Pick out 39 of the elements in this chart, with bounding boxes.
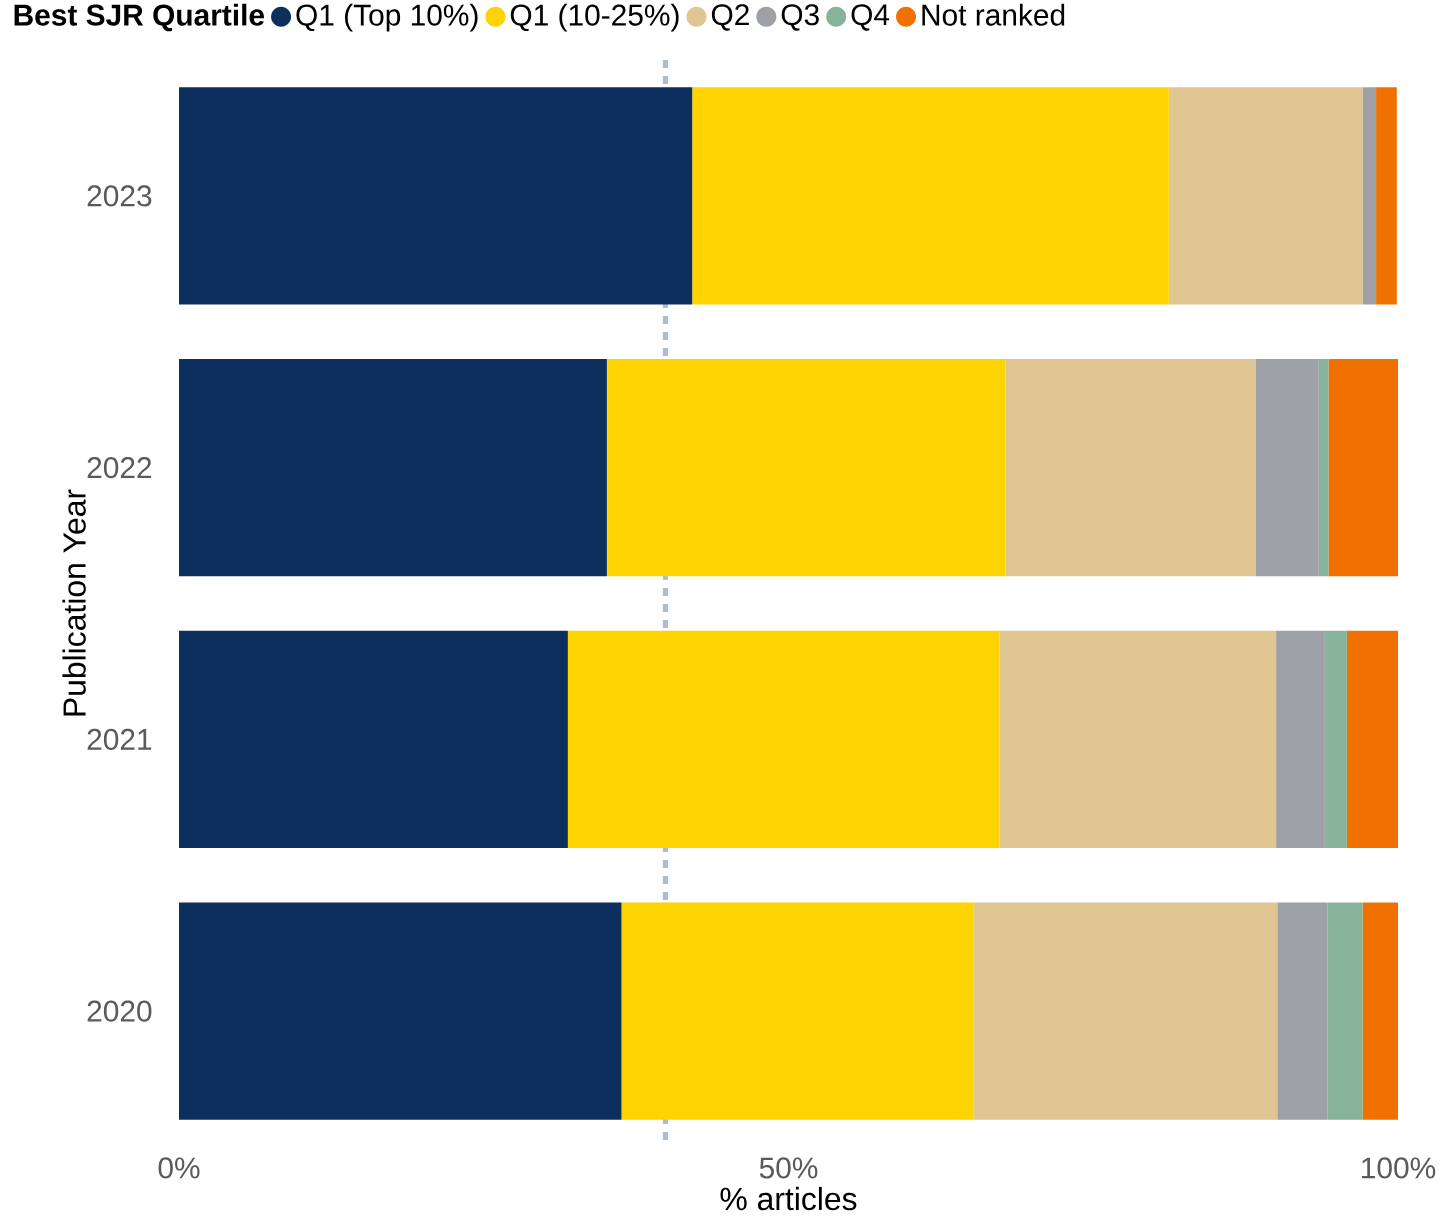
bar [1362,902,1399,1120]
bar [1318,358,1329,577]
legend-label: Q1 (Top 10%) [296,3,478,32]
y-axis-title: Publication Year [62,489,86,716]
bar [179,87,693,305]
legend-title: Best SJR Quartile [14,3,265,32]
x-tick-label: 50% [759,1157,818,1179]
legend-label: Q4 [851,4,890,31]
x-tick-label: 100% [1362,1157,1436,1179]
bar [179,630,568,849]
bar [179,902,622,1120]
bar [999,630,1277,849]
bar [1346,630,1399,849]
bar [606,358,1006,577]
y-tick-label: 2023 [87,185,152,207]
legend-label: Q1 (10-25%) [510,3,679,32]
x-axis-title: % articles [720,1186,857,1211]
bar [1376,87,1397,305]
x-tick-label: 0% [158,1157,200,1179]
legend-label: Not ranked [922,3,1065,26]
y-tick-label: 2021 [87,728,152,750]
bar [1255,358,1319,577]
bar [1277,902,1328,1120]
bar [1327,902,1363,1120]
bar [1362,87,1377,305]
bar [1328,358,1399,577]
legend-label: Q2 [711,4,749,31]
bar [1005,358,1256,577]
bar [567,630,1000,849]
bar [1324,630,1347,849]
bar [621,902,974,1120]
bar [1168,87,1363,305]
bar [692,87,1169,305]
bar [973,902,1278,1120]
y-tick-label: 2020 [87,1000,152,1022]
legend-label: Q3 [781,4,819,31]
y-tick-label: 2022 [87,457,152,479]
bar [179,358,607,577]
bar [1276,630,1325,849]
